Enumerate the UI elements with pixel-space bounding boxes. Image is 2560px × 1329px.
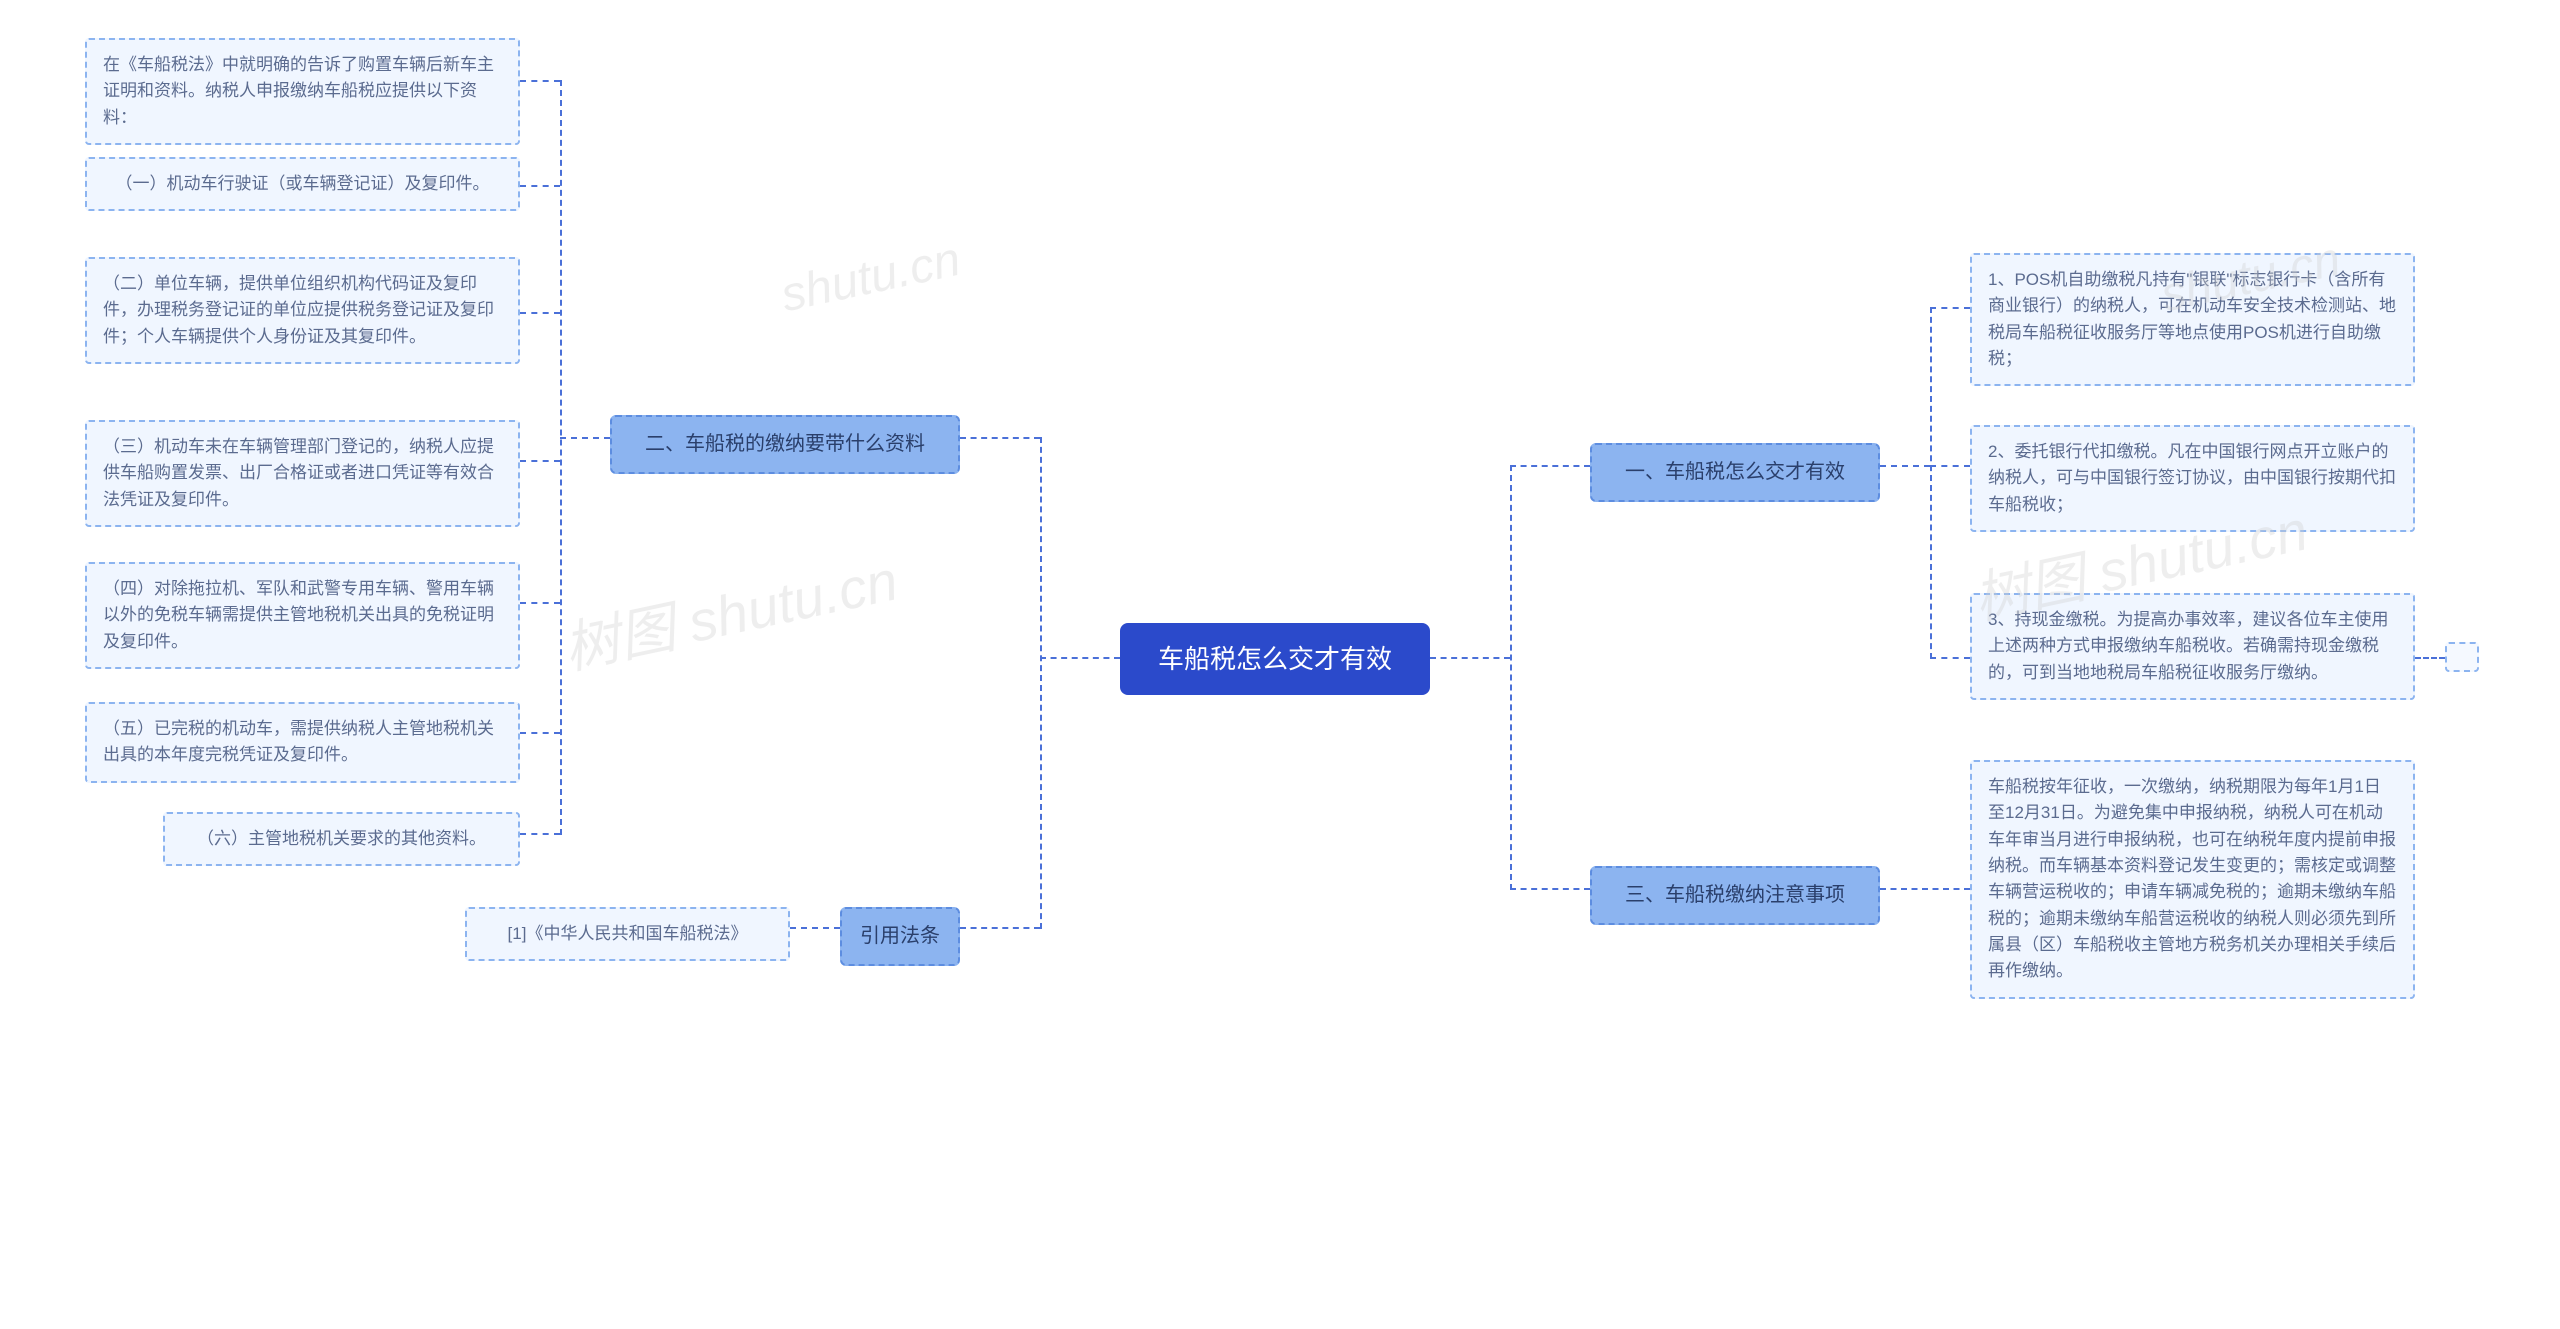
connector [1040,657,1120,659]
connector [1930,465,1970,467]
connector [520,602,560,604]
leaf-doc-1: （一）机动车行驶证（或车辆登记证）及复印件。 [85,157,520,211]
branch-how-to-pay: 一、车船税怎么交才有效 [1590,443,1880,502]
leaf-pay-method-3: 3、持现金缴税。为提高办事效率，建议各位车主使用上述两种方式申报缴纳车船税收。若… [1970,593,2415,700]
connector [520,460,560,462]
connector [560,437,610,439]
branch-notice: 三、车船税缴纳注意事项 [1590,866,1880,925]
watermark: shutu.cn [776,232,965,324]
leaf-citation-1: [1]《中华人民共和国车船税法》 [465,907,790,961]
connector [1510,465,1512,890]
connector [560,80,562,835]
branch-documents: 二、车船税的缴纳要带什么资料 [610,415,960,474]
connector [1880,888,1970,890]
leaf-pay-method-1: 1、POS机自助缴税凡持有"银联"标志银行卡（含所有商业银行）的纳税人，可在机动… [1970,253,2415,386]
connector [960,437,1040,439]
leaf-doc-3: （三）机动车未在车辆管理部门登记的，纳税人应提供车船购置发票、出厂合格证或者进口… [85,420,520,527]
leaf-doc-5: （五）已完税的机动车，需提供纳税人主管地税机关出具的本年度完税凭证及复印件。 [85,702,520,783]
connector [520,732,560,734]
root-node: 车船税怎么交才有效 [1120,623,1430,695]
connector [520,833,560,835]
connector [960,927,1040,929]
connector [1040,437,1042,929]
leaf-pay-method-2: 2、委托银行代扣缴税。凡在中国银行网点开立账户的纳税人，可与中国银行签订协议，由… [1970,425,2415,532]
branch-citation: 引用法条 [840,907,960,966]
leaf-doc-4: （四）对除拖拉机、军队和武警专用车辆、警用车辆以外的免税车辆需提供主管地税机关出… [85,562,520,669]
leaf-doc-6: （六）主管地税机关要求的其他资料。 [163,812,520,866]
connector [2415,657,2445,659]
connector [1510,888,1590,890]
leaf-doc-intro: 在《车船税法》中就明确的告诉了购置车辆后新车主证明和资料。纳税人申报缴纳车船税应… [85,38,520,145]
connector [520,312,560,314]
connector [1930,657,1970,659]
leaf-doc-2: （二）单位车辆，提供单位组织机构代码证及复印件，办理税务登记证的单位应提供税务登… [85,257,520,364]
connector [520,80,560,82]
connector [1930,307,1932,659]
connector [1510,465,1590,467]
connector [520,185,560,187]
watermark: 树图 shutu.cn [555,536,904,686]
connector [1430,657,1510,659]
connector [1930,307,1970,309]
connector [790,927,840,929]
connector [1880,465,1930,467]
leaf-notice-text: 车船税按年征收，一次缴纳，纳税期限为每年1月1日至12月31日。为避免集中申报纳… [1970,760,2415,999]
tiny-trailing-node [2445,642,2479,672]
